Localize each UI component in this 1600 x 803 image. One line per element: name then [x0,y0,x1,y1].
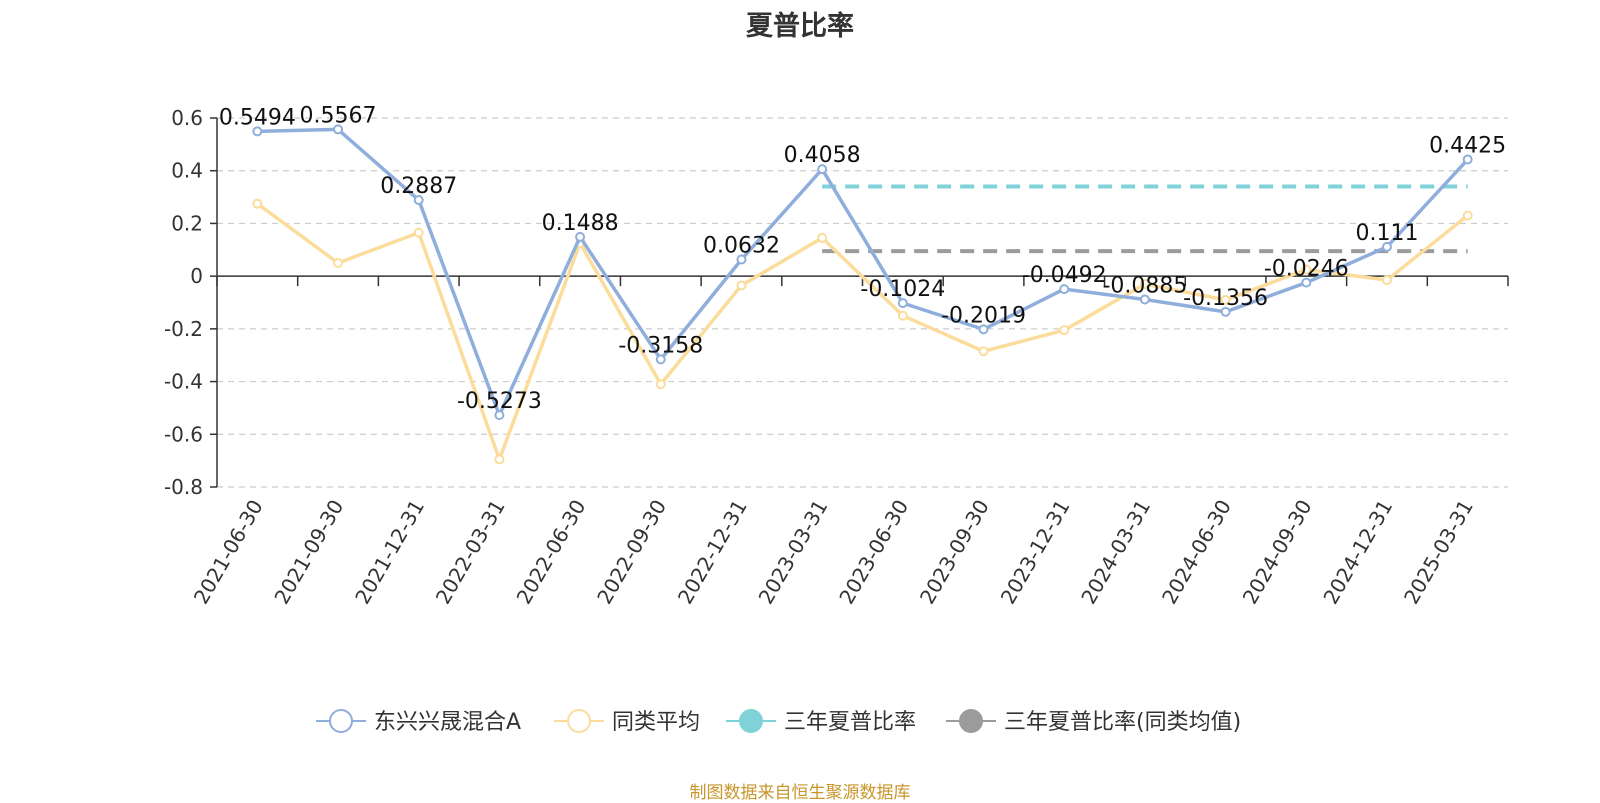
data-label: 0.4425 [1429,134,1506,159]
series-point [1059,284,1070,295]
x-tick-label: 2023-12-31 [996,496,1075,609]
legend-label: 三年夏普比率 [784,710,916,735]
data-label: -0.1356 [1183,286,1268,311]
series-point [1139,294,1150,305]
y-tick-label: -0.8 [164,475,203,499]
legend-item[interactable]: 三年夏普比率(同类均值) [946,709,1241,735]
data-label: -0.3158 [618,333,703,358]
series-point [897,310,908,321]
data-labels: 0.5494 0.5567 0.2887 -0.5273 0.1488 -0.3158 0.… [219,103,1506,414]
series-point [413,195,424,206]
series-point [413,227,424,238]
legend-label: 三年夏普比率(同类均值) [1004,710,1241,735]
series-point [575,231,586,242]
legend-label: 同类平均 [612,710,700,735]
data-label: -0.1024 [860,277,945,302]
series-layer [252,124,1473,465]
series-point [1462,154,1473,165]
y-tick-label: -0.2 [164,317,203,341]
series-point [252,198,263,209]
series-point [494,454,505,465]
x-tick-label: 2024-12-31 [1318,496,1397,609]
x-tick-label: 2025-03-31 [1399,496,1478,609]
data-label: 0.4058 [784,143,861,168]
series-line [256,202,1469,462]
x-tick-label: 2021-12-31 [350,496,429,609]
series-point [1139,279,1150,290]
data-label: -0.0246 [1264,257,1349,282]
y-tick-label: 0.4 [171,159,203,183]
series-point [333,257,344,268]
y-tick-label: 0.6 [171,106,203,130]
data-label: 0.1488 [542,211,619,236]
series-point [1462,210,1473,221]
series-line [257,127,1469,417]
legend-circle-marker [739,709,763,733]
series-point [736,280,747,291]
reference-lines [822,184,1468,254]
y-tick-label: 0 [190,264,203,288]
x-tick-label: 2024-06-30 [1157,496,1236,609]
x-tick-label: 2021-09-30 [269,496,348,609]
legend-label: 东兴兴晟混合A [374,710,521,735]
series-point [897,298,908,309]
series-point [1220,294,1231,305]
legend-item[interactable]: 三年夏普比率 [726,709,916,735]
x-tick-label: 2023-06-30 [834,496,913,609]
data-label: 0.5567 [300,103,377,128]
data-label: -0.0492 [1022,263,1107,288]
x-tick-label: 2022-12-31 [673,496,752,609]
legend-circle-marker [329,709,353,733]
legend-circle-marker [567,709,591,733]
series-point [655,354,666,365]
x-tick-label: 2023-03-31 [754,496,833,609]
x-tick-label: 2022-06-30 [512,496,591,609]
series-point [1301,277,1312,288]
series-point [817,164,828,175]
series-point [1301,264,1312,275]
series-point [1381,275,1392,286]
data-label: -0.5273 [457,389,542,414]
series-point [817,232,828,243]
x-tick-label: 2023-09-30 [915,496,994,609]
data-label: -0.2019 [941,303,1026,328]
series-point [1059,325,1070,336]
data-label: 0.5494 [219,105,296,130]
x-tick-label: 2021-06-30 [189,496,268,609]
series-point [978,324,989,335]
data-label: -0.0885 [1102,273,1187,298]
source-note: 制图数据来自恒生聚源数据库 [689,783,911,803]
series-point [333,124,344,135]
series-point [252,126,263,137]
x-tick-label: 2024-09-30 [1238,496,1317,609]
chart-title: 夏普比率 [746,11,854,42]
legend[interactable]: 东兴兴晟混合A 同类平均 三年夏普比率 三年夏普比率(同类均值) [316,709,1241,735]
series-point [494,410,505,421]
data-label: 0.0632 [703,233,780,258]
series-point [655,379,666,390]
x-tick-label: 2024-03-31 [1076,496,1155,609]
data-label: 0.2887 [380,174,457,199]
x-tick-label: 2022-09-30 [592,496,671,609]
x-tick-label: 2022-03-31 [431,496,510,609]
series-point [1220,306,1231,317]
y-tick-label: -0.6 [164,422,203,446]
y-tick-label: 0.2 [171,211,203,235]
legend-circle-marker [959,709,983,733]
legend-item[interactable]: 同类平均 [554,709,700,735]
series-point [978,346,989,357]
series-point [1381,241,1392,252]
y-tick-label: -0.4 [164,370,203,394]
legend-item[interactable]: 东兴兴晟混合A [316,709,521,735]
data-label: 0.111 [1355,221,1418,246]
series-point [736,254,747,265]
